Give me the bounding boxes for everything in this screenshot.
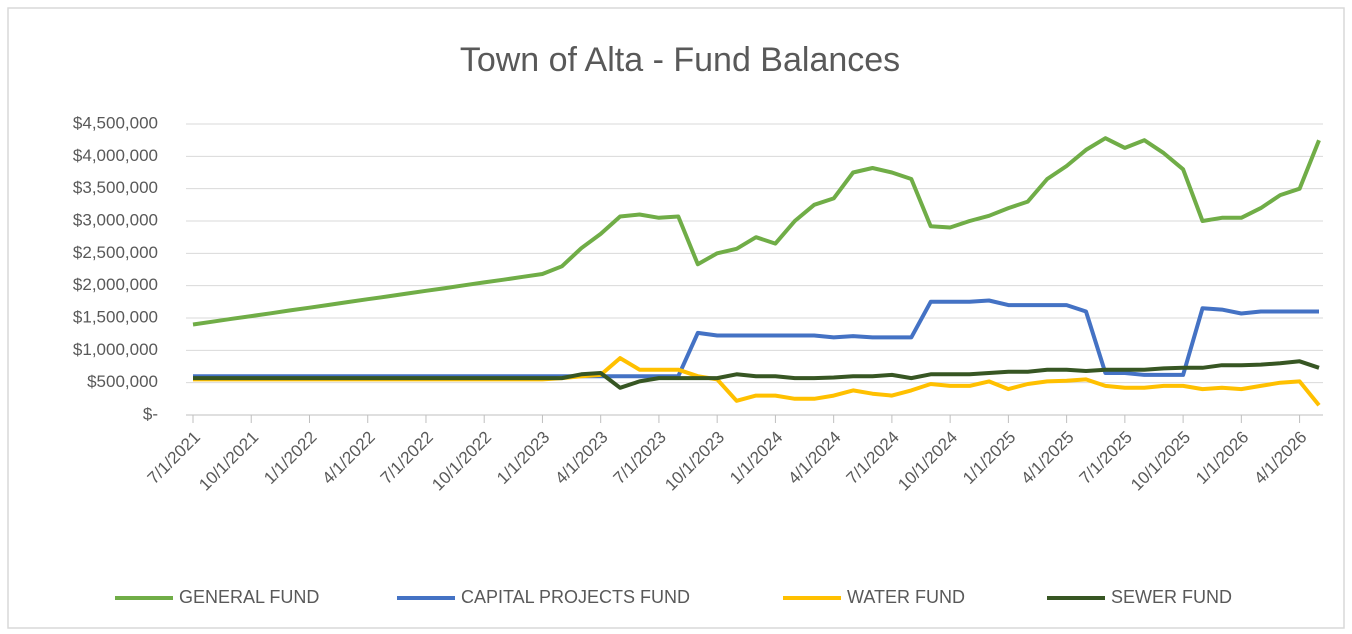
y-tick-label: $1,000,000 (73, 340, 158, 359)
series-line (193, 359, 1320, 390)
y-tick-label: $2,500,000 (73, 243, 158, 262)
legend-label: GENERAL FUND (179, 587, 319, 607)
chart-title: Town of Alta - Fund Balances (460, 41, 900, 79)
legend-label: CAPITAL PROJECTS FUND (461, 587, 690, 607)
y-tick-label: $500,000 (87, 372, 158, 391)
y-tick-label: $1,500,000 (73, 307, 158, 326)
y-tick-label: $- (143, 404, 158, 423)
y-tick-label: $3,500,000 (73, 178, 158, 197)
series-line (192, 136, 1321, 327)
y-tick-label: $2,000,000 (73, 275, 158, 294)
y-tick-label: $4,500,000 (73, 113, 158, 132)
legend-label: SEWER FUND (1111, 587, 1232, 607)
legend-label: WATER FUND (847, 587, 965, 607)
y-tick-label: $4,000,000 (73, 146, 158, 165)
y-tick-label: $3,000,000 (73, 210, 158, 229)
